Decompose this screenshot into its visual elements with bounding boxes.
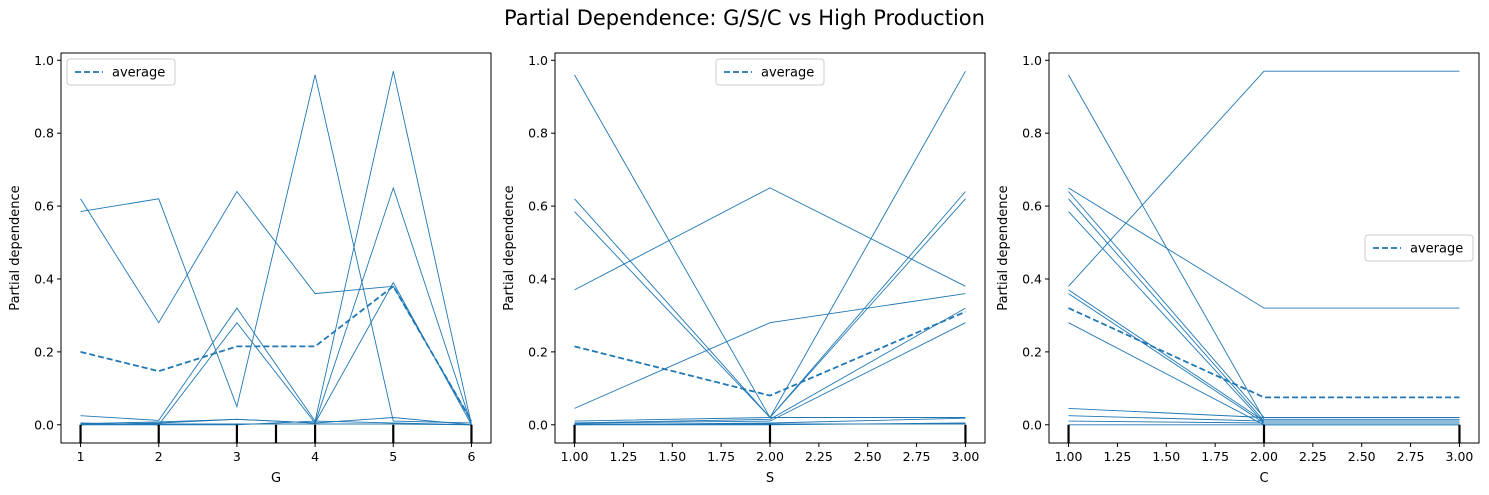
ice-line bbox=[574, 293, 966, 409]
ice-line bbox=[80, 420, 472, 426]
x-axis-label: C bbox=[1259, 471, 1268, 486]
x-tick-label: 3 bbox=[233, 449, 241, 464]
chart-panel-g: 1 2 3 4 5 6 0.0 0.2 0.4 0.6 0.8 1.0 G Partial depende… bbox=[8, 52, 492, 486]
y-tick-label: 0.6 bbox=[528, 199, 548, 214]
ice-line bbox=[1068, 70, 1460, 287]
legend: average bbox=[66, 58, 176, 86]
legend-label: average bbox=[1410, 242, 1463, 257]
legend-box bbox=[66, 58, 176, 86]
ice-line bbox=[80, 423, 472, 426]
x-tick-label: 2 bbox=[155, 449, 163, 464]
y-tick-label: 0.0 bbox=[528, 417, 548, 432]
ice-line bbox=[1068, 322, 1460, 426]
x-tick-label: 1 bbox=[77, 449, 85, 464]
ice-line bbox=[80, 190, 472, 422]
x-tick-label: 3.00 bbox=[952, 449, 980, 464]
ice-line bbox=[574, 191, 966, 419]
figure-title: Partial Dependence: G/S/C vs High Produc… bbox=[504, 6, 985, 30]
x-tick-label: 2.50 bbox=[1348, 449, 1376, 464]
y-tick-label: 0.0 bbox=[34, 417, 54, 432]
ice-line bbox=[1068, 289, 1460, 422]
y-tick-label: 0.8 bbox=[1022, 126, 1042, 141]
x-tick-label: 2.00 bbox=[756, 449, 784, 464]
ice-line bbox=[80, 186, 472, 426]
ice-line bbox=[80, 74, 472, 424]
x-tick-label: 2.25 bbox=[1299, 449, 1327, 464]
x-tick-label: 2.00 bbox=[1250, 449, 1278, 464]
x-tick-label: 1.25 bbox=[609, 449, 637, 464]
x-tick-label: 1.00 bbox=[1055, 449, 1083, 464]
y-tick-label: 0.6 bbox=[34, 199, 54, 214]
x-tick-label: 1.00 bbox=[561, 449, 589, 464]
x-tick-label: 1.50 bbox=[658, 449, 686, 464]
ice-line bbox=[574, 417, 966, 422]
x-tick-label: 2.75 bbox=[1397, 449, 1425, 464]
y-tick-label: 0.8 bbox=[34, 126, 54, 141]
y-axis-label: Partial dependence bbox=[8, 185, 23, 310]
ice-line bbox=[574, 187, 966, 291]
ice-line bbox=[1068, 407, 1460, 418]
legend-box bbox=[715, 58, 825, 86]
chart-panel-c: 1.00 1.25 1.50 1.75 2.00 2.25 2.50 2.75 3.00 0.0 0… bbox=[996, 52, 1480, 486]
x-tick-label: 1.75 bbox=[707, 449, 735, 464]
axes-frame bbox=[60, 52, 492, 444]
ice-line bbox=[80, 71, 472, 425]
x-axis-label: G bbox=[271, 471, 281, 486]
ice-line bbox=[80, 281, 472, 426]
ice-line bbox=[1068, 187, 1460, 309]
y-tick-label: 1.0 bbox=[528, 53, 548, 68]
x-tick-label: 3.00 bbox=[1446, 449, 1474, 464]
legend: average bbox=[1364, 234, 1474, 262]
ice-line bbox=[1068, 293, 1460, 424]
legend-box bbox=[1364, 234, 1474, 262]
y-tick-label: 1.0 bbox=[34, 53, 54, 68]
ice-line bbox=[574, 70, 966, 419]
y-tick-label: 0.0 bbox=[1022, 417, 1042, 432]
x-tick-label: 6 bbox=[467, 449, 475, 464]
x-tick-label: 2.50 bbox=[854, 449, 882, 464]
x-tick-label: 1.25 bbox=[1103, 449, 1131, 464]
chart-panel-s: 1.00 1.25 1.50 1.75 2.00 2.25 2.50 2.75 3.00 0.0 0… bbox=[502, 52, 986, 486]
axes-frame bbox=[554, 52, 986, 444]
y-tick-label: 0.4 bbox=[34, 271, 54, 286]
x-tick-label: 5 bbox=[389, 449, 397, 464]
x-tick-label: 4 bbox=[311, 449, 319, 464]
y-tick-label: 1.0 bbox=[1022, 53, 1042, 68]
y-tick-label: 0.8 bbox=[528, 126, 548, 141]
ice-line bbox=[1068, 191, 1460, 418]
x-tick-label: 1.50 bbox=[1152, 449, 1180, 464]
y-tick-label: 0.2 bbox=[528, 344, 548, 359]
ice-line bbox=[574, 322, 966, 424]
y-tick-label: 0.4 bbox=[528, 271, 548, 286]
x-axis-label: S bbox=[766, 471, 774, 486]
y-tick-label: 0.2 bbox=[1022, 344, 1042, 359]
x-tick-label: 1.75 bbox=[1201, 449, 1229, 464]
y-tick-label: 0.6 bbox=[1022, 199, 1042, 214]
ice-line bbox=[574, 198, 966, 419]
y-tick-label: 0.2 bbox=[34, 344, 54, 359]
ice-line bbox=[1068, 74, 1460, 420]
ice-line bbox=[1068, 420, 1460, 424]
x-tick-label: 2.25 bbox=[805, 449, 833, 464]
y-tick-label: 0.4 bbox=[1022, 271, 1042, 286]
legend-label: average bbox=[761, 66, 814, 81]
ice-line bbox=[1068, 198, 1460, 422]
y-axis-label: Partial dependence bbox=[996, 185, 1011, 310]
ice-line bbox=[1068, 415, 1460, 422]
ice-line bbox=[80, 417, 472, 426]
average-line bbox=[1068, 307, 1460, 399]
legend-label: average bbox=[112, 66, 165, 81]
legend: average bbox=[715, 58, 825, 86]
ice-line bbox=[574, 307, 966, 424]
y-axis-label: Partial dependence bbox=[502, 185, 517, 310]
average-line bbox=[574, 310, 966, 397]
x-tick-label: 2.75 bbox=[903, 449, 931, 464]
average-line bbox=[80, 284, 473, 422]
